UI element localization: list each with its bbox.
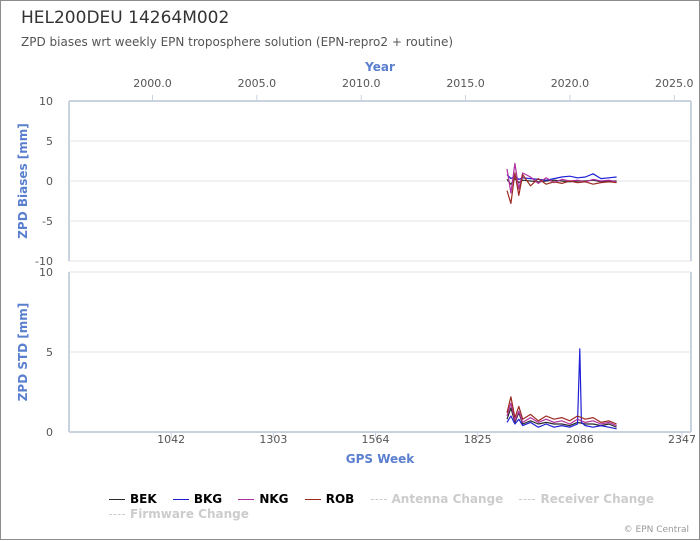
x-tick-label: 1564 <box>361 433 389 446</box>
legend-item-receiver-change[interactable]: Receiver Change <box>519 492 654 508</box>
credits-text[interactable]: © EPN Central <box>623 525 689 535</box>
y-axis-title-bias: ZPD Biases [mm] <box>16 123 30 239</box>
legend-swatch-nkg <box>238 499 255 500</box>
series-line-bkg-std <box>506 348 617 430</box>
top-x-tick-label: 2025.0 <box>655 77 694 90</box>
y-tick-label-bias: -10 <box>35 255 53 268</box>
y-tick-label-bias: 5 <box>46 135 53 148</box>
chart-title: HEL200DEU 14264M002 <box>21 8 230 28</box>
top-x-tick-label: 2010.0 <box>342 77 381 90</box>
legend-label-receiver-change: Receiver Change <box>540 492 655 506</box>
legend-item-firmware-change[interactable]: Firmware Change <box>109 507 249 523</box>
x-tick-label: 2086 <box>566 433 594 446</box>
series-line-rob-bias <box>506 172 617 204</box>
legend-swatch-bkg <box>172 499 189 500</box>
y-axis-title-std: ZPD STD [mm] <box>16 303 30 402</box>
x-tick-label: 1042 <box>157 433 185 446</box>
y-tick-label-std: 10 <box>39 266 53 279</box>
x-tick-label: 1825 <box>464 433 492 446</box>
x-axis-title: GPS Week <box>346 452 416 466</box>
legend-swatch-antenna-change <box>370 499 387 500</box>
legend-swatch-firmware-change <box>109 514 125 515</box>
x-tick-label: 2347 <box>668 433 696 446</box>
series-line-rob-std <box>506 396 617 425</box>
series-line-nkg-std <box>506 402 617 427</box>
legend-row-1: BEK BKG NKG ROB Antenna Change Receiver … <box>101 489 691 506</box>
legend-item-antenna-change[interactable]: Antenna Change <box>370 492 504 508</box>
legend-item-nkg[interactable]: NKG <box>238 492 289 508</box>
legend-swatch-rob <box>304 499 321 500</box>
legend: BEK BKG NKG ROB Antenna Change Receiver … <box>101 489 691 521</box>
top-x-axis-title: Year <box>364 60 395 74</box>
legend-label-firmware-change: Firmware Change <box>130 507 249 521</box>
legend-item-rob[interactable]: ROB <box>304 492 355 508</box>
series-line-bek-std <box>506 407 617 428</box>
top-x-tick-label: 2000.0 <box>133 77 172 90</box>
legend-swatch-receiver-change <box>519 499 536 500</box>
legend-swatch-bek <box>109 499 125 500</box>
top-x-tick-label: 2020.0 <box>551 77 590 90</box>
chart-subtitle: ZPD biases wrt weekly EPN troposphere so… <box>21 35 454 49</box>
series-line-nkg-bias <box>506 162 617 194</box>
y-tick-label-std: 5 <box>46 346 53 359</box>
legend-label-antenna-change: Antenna Change <box>391 492 504 506</box>
legend-label-nkg: NKG <box>259 492 289 506</box>
y-tick-label-std: 0 <box>46 426 53 439</box>
top-x-tick-label: 2015.0 <box>446 77 485 90</box>
y-tick-label-bias: -5 <box>42 215 53 228</box>
legend-item-bkg[interactable]: BKG <box>172 492 223 508</box>
x-tick-label: 1303 <box>259 433 287 446</box>
top-x-tick-label: 2005.0 <box>238 77 277 90</box>
legend-label-bek: BEK <box>130 492 157 506</box>
y-tick-label-bias: 0 <box>46 175 53 188</box>
legend-label-bkg: BKG <box>193 492 223 506</box>
legend-row-2: Firmware Change <box>101 504 691 521</box>
legend-label-rob: ROB <box>325 492 355 506</box>
legend-item-bek[interactable]: BEK <box>109 492 157 508</box>
y-tick-label-bias: 10 <box>39 95 53 108</box>
